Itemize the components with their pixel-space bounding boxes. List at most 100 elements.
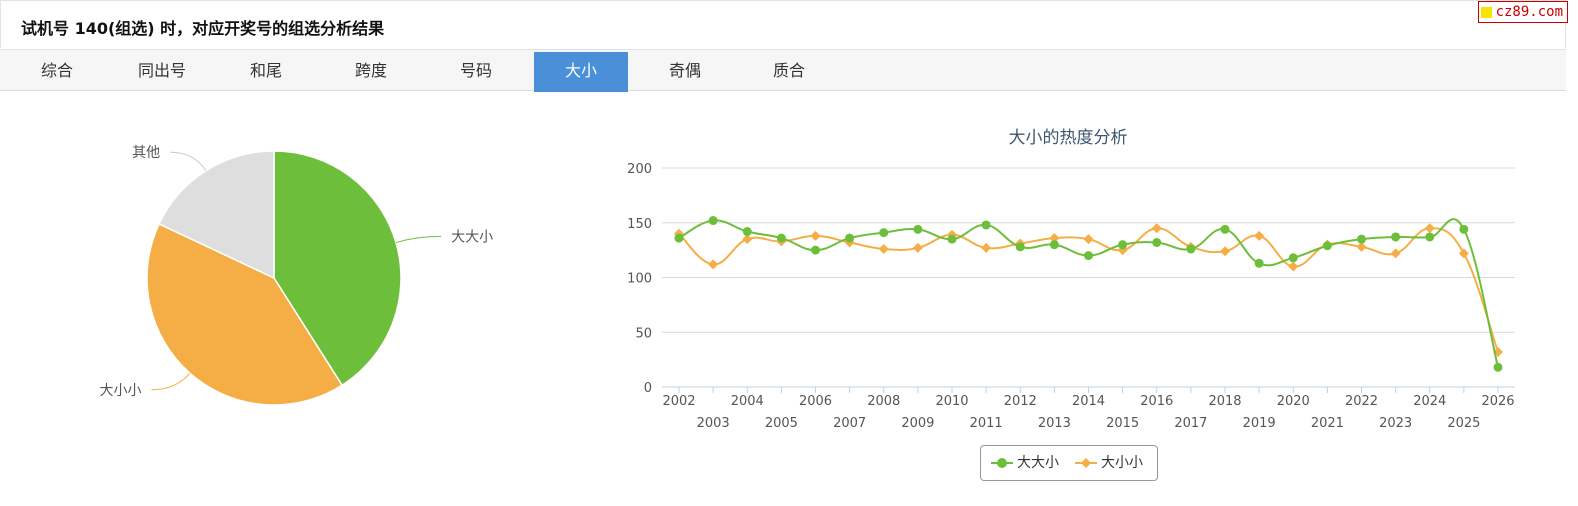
x-tick-label: 2011 [970, 416, 1003, 431]
y-tick-label: 50 [635, 326, 652, 341]
series-2-point [708, 259, 719, 270]
x-tick-label: 2002 [662, 394, 695, 409]
y-tick-label: 150 [627, 217, 652, 232]
x-tick-label: 2009 [901, 416, 934, 431]
x-tick-label: 2007 [833, 416, 866, 431]
series-1-point [1493, 362, 1503, 372]
x-tick-label: 2024 [1413, 394, 1446, 409]
series-1-point [1357, 234, 1366, 244]
series-1-point [811, 245, 820, 255]
series-2-point [1049, 233, 1060, 244]
series-2-point [1254, 230, 1265, 241]
series-1-point [913, 224, 923, 234]
series-1-point [1084, 251, 1093, 261]
x-tick-label: 2010 [935, 394, 968, 409]
series-1-point [1049, 240, 1059, 250]
series-2-point [1151, 223, 1162, 234]
tab-jiou[interactable]: 奇偶 [668, 61, 701, 80]
series-2-point [1424, 223, 1435, 234]
site-badge-text: cz89.com [1495, 4, 1563, 20]
title-bar: 试机号 140(组选) 时，对应开奖号的组选分析结果 [0, 0, 1566, 48]
series-1-point [708, 216, 718, 226]
pie-connector-2 [151, 372, 191, 391]
series-1-point [742, 227, 752, 237]
pie-label-2: 大小小 [99, 383, 141, 399]
series-2-point [1220, 246, 1230, 257]
line-chart: 大小的热度分析050100150200200220032004200520062… [627, 128, 1515, 431]
x-tick-label: 2006 [799, 394, 832, 409]
x-tick-label: 2018 [1208, 394, 1241, 409]
series-1-point [776, 233, 786, 243]
green-circle-marker-icon [991, 458, 1013, 468]
series-2-point [981, 242, 992, 253]
x-tick-label: 2019 [1243, 416, 1276, 431]
tab-kuadu[interactable]: 跨度 [354, 61, 387, 80]
series-1-point [1459, 224, 1469, 234]
series-1-point [879, 228, 889, 238]
x-tick-label: 2017 [1174, 416, 1207, 431]
x-tick-label: 2020 [1277, 394, 1310, 409]
x-tick-label: 2012 [1004, 394, 1037, 409]
series-2-point [1083, 234, 1094, 245]
x-tick-label: 2015 [1106, 416, 1139, 431]
pie-connector-3 [170, 151, 207, 172]
chart-title: 大小的热度分析 [1009, 128, 1128, 148]
series-1-point [1152, 237, 1162, 247]
series-1-point [1220, 224, 1230, 234]
legend-item-series-1[interactable]: 大大小 [991, 446, 1059, 480]
tab-tongchuhao[interactable]: 同出号 [137, 61, 186, 80]
series-2-point [1458, 248, 1469, 259]
series-1-point [1118, 240, 1128, 250]
tab-zonghe[interactable]: 综合 [40, 61, 73, 80]
x-tick-label: 2016 [1140, 394, 1173, 409]
x-tick-label: 2004 [731, 394, 764, 409]
series-2-point [810, 230, 821, 241]
series-1-point [947, 234, 957, 244]
page-title: 试机号 140(组选) 时，对应开奖号的组选分析结果 [21, 19, 385, 38]
series-2-point [742, 234, 753, 245]
series-1-point [1186, 244, 1196, 254]
site-badge[interactable]: cz89.com [1477, 1, 1568, 23]
x-tick-label: 2005 [765, 416, 798, 431]
series-2-point [912, 242, 923, 253]
tab-hewei[interactable]: 和尾 [249, 61, 282, 80]
x-tick-label: 2021 [1311, 416, 1344, 431]
legend-label-series-1: 大大小 [1017, 455, 1059, 471]
series-1-point [1322, 241, 1332, 251]
tab-haoma[interactable]: 号码 [459, 61, 492, 80]
x-tick-label: 2026 [1481, 394, 1514, 409]
series-1-point [1288, 253, 1298, 263]
orange-diamond-marker-icon [1075, 458, 1097, 468]
series-2-point [878, 244, 889, 255]
series-1-point [845, 233, 855, 243]
legend-label-series-2: 大小小 [1101, 455, 1143, 471]
x-tick-label: 2023 [1379, 416, 1412, 431]
series-1-point [1254, 258, 1264, 268]
x-tick-label: 2003 [697, 416, 730, 431]
x-tick-label: 2014 [1072, 394, 1105, 409]
y-tick-label: 0 [644, 381, 652, 396]
legend-item-series-2[interactable]: 大小小 [1075, 446, 1143, 480]
pie-connector-1 [395, 235, 442, 244]
x-tick-label: 2008 [867, 394, 900, 409]
pie-slice-3 [158, 150, 275, 280]
pie-label-1: 大大小 [451, 229, 493, 245]
y-tick-label: 200 [627, 162, 652, 177]
series-1-point [1015, 242, 1025, 252]
tab-zhihe[interactable]: 质合 [772, 61, 805, 80]
x-tick-label: 2022 [1345, 394, 1378, 409]
series-1-point [1391, 232, 1401, 242]
x-tick-label: 2013 [1038, 416, 1071, 431]
chart-legend: 大大小 大小小 [980, 445, 1158, 481]
y-tick-label: 100 [627, 272, 652, 287]
series-1-point [1425, 232, 1435, 242]
series-2-point [1390, 248, 1401, 259]
series-2-point [1356, 241, 1367, 252]
tab-bar: 综合 同出号 和尾 跨度 号码 大小 奇偶 质合 [0, 49, 1566, 92]
tab-daxiao[interactable]: 大小 [534, 52, 628, 92]
series-2-point [1288, 261, 1299, 272]
series-1-point [674, 233, 684, 243]
badge-square-icon [1480, 6, 1492, 18]
